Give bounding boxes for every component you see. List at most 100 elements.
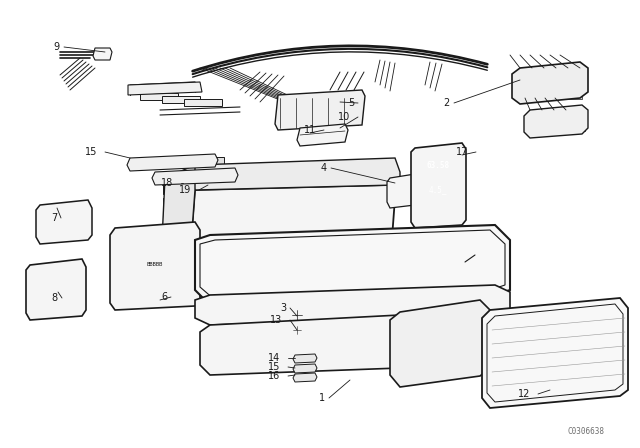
Polygon shape xyxy=(190,158,400,198)
Bar xyxy=(140,93,178,100)
Bar xyxy=(355,245,450,277)
Text: 63.58: 63.58 xyxy=(426,160,449,169)
Text: 11: 11 xyxy=(304,125,316,135)
Bar xyxy=(522,88,582,93)
Text: 14: 14 xyxy=(268,353,280,363)
Text: BBBBB: BBBBB xyxy=(147,263,163,267)
Polygon shape xyxy=(127,154,218,171)
Bar xyxy=(294,303,324,317)
Bar xyxy=(118,232,193,252)
Text: 13: 13 xyxy=(269,315,282,325)
Bar xyxy=(286,232,321,257)
Text: 17: 17 xyxy=(456,147,468,157)
Bar xyxy=(212,157,224,165)
Text: C0306638: C0306638 xyxy=(568,427,605,436)
Bar xyxy=(35,290,46,299)
Text: 9: 9 xyxy=(54,42,60,52)
Bar xyxy=(43,208,85,222)
Bar xyxy=(49,290,60,299)
Bar xyxy=(49,302,60,311)
Bar xyxy=(366,303,396,317)
Bar xyxy=(163,198,191,210)
Bar xyxy=(200,192,248,227)
Text: 8: 8 xyxy=(52,293,58,303)
Polygon shape xyxy=(93,48,112,60)
Bar xyxy=(522,76,582,81)
Polygon shape xyxy=(297,124,348,146)
Polygon shape xyxy=(152,168,238,185)
Text: 19: 19 xyxy=(179,185,191,195)
Circle shape xyxy=(292,310,302,320)
Polygon shape xyxy=(162,165,195,257)
Bar xyxy=(280,100,358,112)
Bar xyxy=(522,82,582,87)
Bar xyxy=(255,192,303,227)
Bar xyxy=(418,153,458,177)
Bar xyxy=(280,115,358,125)
Bar xyxy=(278,252,300,274)
Bar xyxy=(163,214,191,226)
Bar xyxy=(163,230,191,242)
Bar xyxy=(533,126,585,131)
Bar xyxy=(310,192,358,227)
Text: 4.5_: 4.5_ xyxy=(429,185,447,194)
Polygon shape xyxy=(195,225,510,305)
Text: 15: 15 xyxy=(268,362,280,372)
Bar xyxy=(522,94,582,99)
Bar xyxy=(222,252,244,274)
Polygon shape xyxy=(190,185,395,270)
Text: 6: 6 xyxy=(161,292,167,302)
Bar xyxy=(360,249,382,271)
Bar xyxy=(330,303,360,317)
Bar xyxy=(402,303,432,317)
Polygon shape xyxy=(293,364,317,373)
Bar xyxy=(118,256,193,274)
Bar xyxy=(232,171,244,179)
Polygon shape xyxy=(275,90,365,130)
Polygon shape xyxy=(26,259,86,320)
Bar xyxy=(250,252,272,274)
Bar xyxy=(118,278,193,296)
Bar xyxy=(222,303,252,317)
Text: 3: 3 xyxy=(280,303,286,313)
Bar xyxy=(533,119,585,124)
Bar xyxy=(244,232,279,257)
Polygon shape xyxy=(128,82,202,95)
Bar xyxy=(438,303,468,317)
Bar xyxy=(388,249,410,271)
Polygon shape xyxy=(512,62,588,104)
Text: 5: 5 xyxy=(348,98,354,108)
Polygon shape xyxy=(411,143,466,228)
Circle shape xyxy=(447,244,483,280)
Circle shape xyxy=(400,198,406,204)
Bar xyxy=(33,268,79,286)
Bar xyxy=(35,302,46,311)
Bar xyxy=(43,225,85,239)
Polygon shape xyxy=(524,105,588,138)
Bar xyxy=(533,112,585,117)
Circle shape xyxy=(293,326,301,334)
Bar xyxy=(218,248,338,278)
Bar xyxy=(328,232,363,257)
Text: 4: 4 xyxy=(321,163,327,173)
Bar xyxy=(163,182,191,194)
Text: 1: 1 xyxy=(319,393,325,403)
Bar xyxy=(202,232,237,257)
Bar xyxy=(393,181,413,191)
Polygon shape xyxy=(293,373,317,382)
Bar xyxy=(420,210,426,216)
Text: 18: 18 xyxy=(161,178,173,188)
Text: 12: 12 xyxy=(518,389,530,399)
Bar xyxy=(220,330,308,338)
Polygon shape xyxy=(200,315,410,375)
Bar xyxy=(418,180,458,200)
Bar xyxy=(416,249,438,271)
Bar xyxy=(220,342,308,350)
Bar xyxy=(184,99,222,106)
Bar xyxy=(218,300,486,320)
Bar xyxy=(258,303,288,317)
Text: 16: 16 xyxy=(268,371,280,381)
Polygon shape xyxy=(390,300,490,387)
Polygon shape xyxy=(110,222,200,310)
Text: 2: 2 xyxy=(444,98,450,108)
